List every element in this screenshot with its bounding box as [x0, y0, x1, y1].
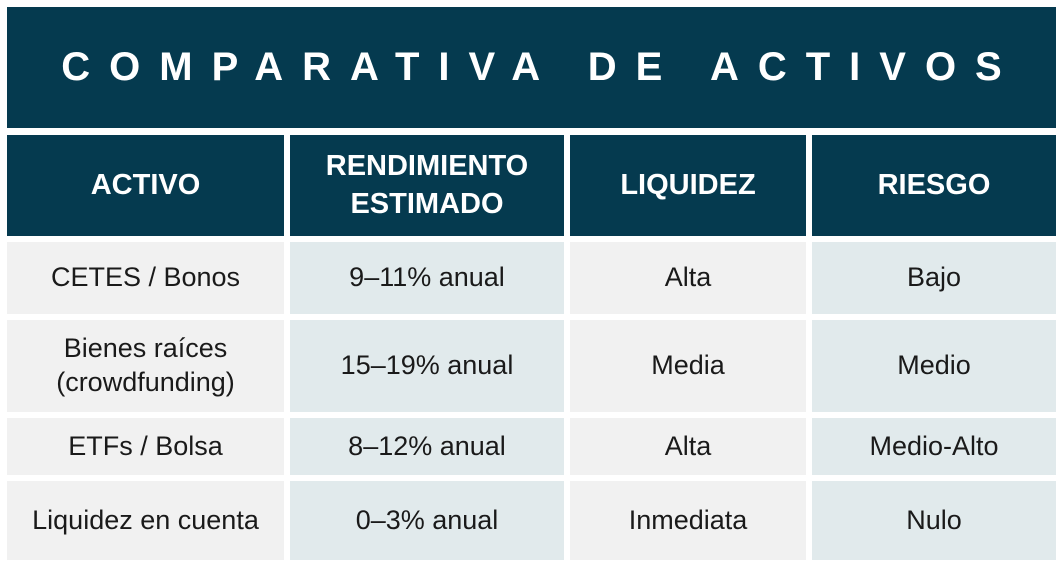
table-cell-riesgo: Nulo [812, 481, 1056, 560]
table-cell-rendimiento: 15–19% anual [290, 320, 564, 412]
table-cell-riesgo: Medio-Alto [812, 418, 1056, 475]
title-banner: COMPARATIVA DE ACTIVOS [7, 7, 1056, 128]
table-cell-rendimiento: 0–3% anual [290, 481, 564, 560]
table-cell-liquidez: Alta [570, 418, 806, 475]
table-cell-liquidez: Media [570, 320, 806, 412]
table-cell-rendimiento: 8–12% anual [290, 418, 564, 475]
column-header-riesgo: RIESGO [812, 135, 1056, 236]
column-header-rendimiento: RENDIMIENTO ESTIMADO [290, 135, 564, 236]
table-cell-riesgo: Bajo [812, 242, 1056, 314]
table-cell-activo: Liquidez en cuenta [7, 481, 284, 560]
table-cell-liquidez: Inmediata [570, 481, 806, 560]
page-title: COMPARATIVA DE ACTIVOS [61, 45, 1021, 89]
table-cell-rendimiento: 9–11% anual [290, 242, 564, 314]
column-header-liquidez: LIQUIDEZ [570, 135, 806, 236]
table-cell-activo: ETFs / Bolsa [7, 418, 284, 475]
column-header-activo: ACTIVO [7, 135, 284, 236]
table-cell-liquidez: Alta [570, 242, 806, 314]
table-cell-riesgo: Medio [812, 320, 1056, 412]
table-cell-activo: CETES / Bonos [7, 242, 284, 314]
table-cell-activo: Bienes raíces (crowdfunding) [7, 320, 284, 412]
comparison-table: ACTIVO RENDIMIENTO ESTIMADO LIQUIDEZ RIE… [7, 135, 1056, 560]
